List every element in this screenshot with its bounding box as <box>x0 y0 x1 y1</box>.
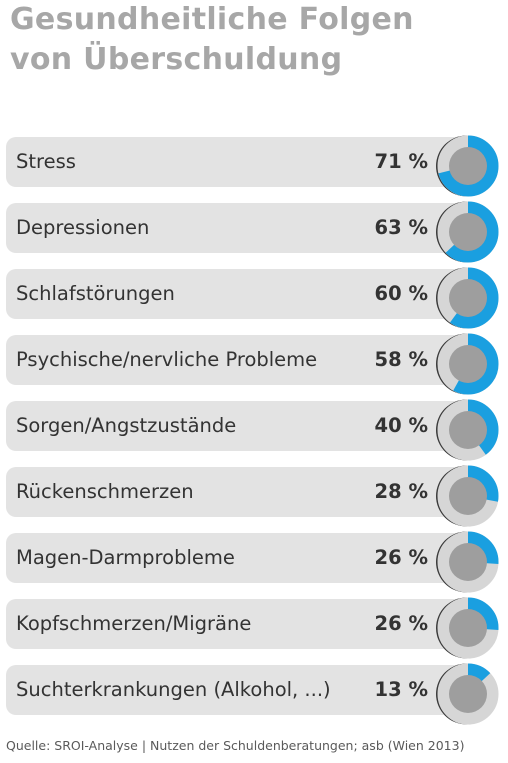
category-label: Depressionen <box>16 216 150 239</box>
donut-value-arc <box>437 399 499 461</box>
donut-hub <box>449 543 487 581</box>
category-label: Rückenschmerzen <box>16 480 194 503</box>
donut-chart <box>436 135 499 197</box>
value-label: 40 % <box>374 414 428 437</box>
value-label: 58 % <box>374 348 428 371</box>
donut-hub <box>449 675 487 713</box>
donut-value-arc <box>437 135 499 197</box>
bar-background <box>6 401 466 451</box>
value-label: 60 % <box>374 282 428 305</box>
category-label: Psychische/nervliche Probleme <box>16 348 318 371</box>
bar-background <box>6 335 466 385</box>
donut-chart <box>436 531 499 593</box>
donut-chart <box>436 663 499 725</box>
bar-row: Psychische/nervliche Probleme 58 % <box>6 332 502 395</box>
category-label: Stress <box>16 150 76 173</box>
bar-row: Kopfschmerzen/Migräne 26 % <box>6 596 502 659</box>
donut-hub <box>449 213 487 251</box>
bar-row: Magen-Darmprobleme 26 % <box>6 530 502 593</box>
donut-chart <box>436 597 499 659</box>
donut-hub <box>449 147 487 185</box>
category-label: Kopfschmerzen/Migräne <box>16 612 252 635</box>
donut-value-arc <box>437 267 499 329</box>
donut-chart <box>436 201 499 263</box>
donut-hub <box>449 609 487 647</box>
value-label: 26 % <box>374 612 428 635</box>
value-label: 28 % <box>374 480 428 503</box>
value-label: 63 % <box>374 216 428 239</box>
value-label: 26 % <box>374 546 428 569</box>
value-label: 13 % <box>374 678 428 701</box>
title-line-2: von Überschuldung <box>10 42 343 77</box>
chart-title: Gesundheitliche Folgen von Überschuldung <box>10 0 490 80</box>
donut-hub <box>449 477 487 515</box>
donut-chart <box>436 333 499 395</box>
donut-hub <box>449 279 487 317</box>
bar-background <box>6 269 466 319</box>
donut-chart <box>436 267 499 329</box>
bar-row: Stress 71 % <box>6 134 502 197</box>
title-line-1: Gesundheitliche Folgen <box>10 2 414 37</box>
bar-row: Depressionen 63 % <box>6 200 502 263</box>
bar-row: Rückenschmerzen 28 % <box>6 464 502 527</box>
donut-value-arc <box>437 531 499 593</box>
donut-chart <box>436 465 499 527</box>
donut-hub <box>449 345 487 383</box>
chart-rows: Stress 71 % Depressionen 63 % Schlafstörunge… <box>6 134 502 728</box>
donut-chart <box>436 399 499 461</box>
category-label: Suchterkrankungen (Alkohol, ...) <box>16 678 331 701</box>
donut-value-arc <box>437 201 499 263</box>
bar-background <box>6 203 466 253</box>
donut-value-arc <box>437 333 499 395</box>
bar-row: Sorgen/Angstzustände 40 % <box>6 398 502 461</box>
bar-background <box>6 665 466 715</box>
bar-row: Schlafstörungen 60 % <box>6 266 502 329</box>
bar-background <box>6 599 466 649</box>
value-label: 71 % <box>374 150 428 173</box>
bar-background <box>6 467 466 517</box>
donut-value-arc <box>437 465 499 527</box>
bar-background <box>6 533 466 583</box>
donut-value-arc <box>437 663 499 725</box>
category-label: Schlafstörungen <box>16 282 175 305</box>
category-label: Magen-Darmprobleme <box>16 546 235 569</box>
category-label: Sorgen/Angstzustände <box>16 414 237 437</box>
bar-background <box>6 137 466 187</box>
donut-value-arc <box>437 597 499 659</box>
donut-hub <box>449 411 487 449</box>
bar-row: Suchterkrankungen (Alkohol, ...) 13 % <box>6 662 502 725</box>
source-note: Quelle: SROI-Analyse | Nutzen der Schuld… <box>6 738 465 753</box>
